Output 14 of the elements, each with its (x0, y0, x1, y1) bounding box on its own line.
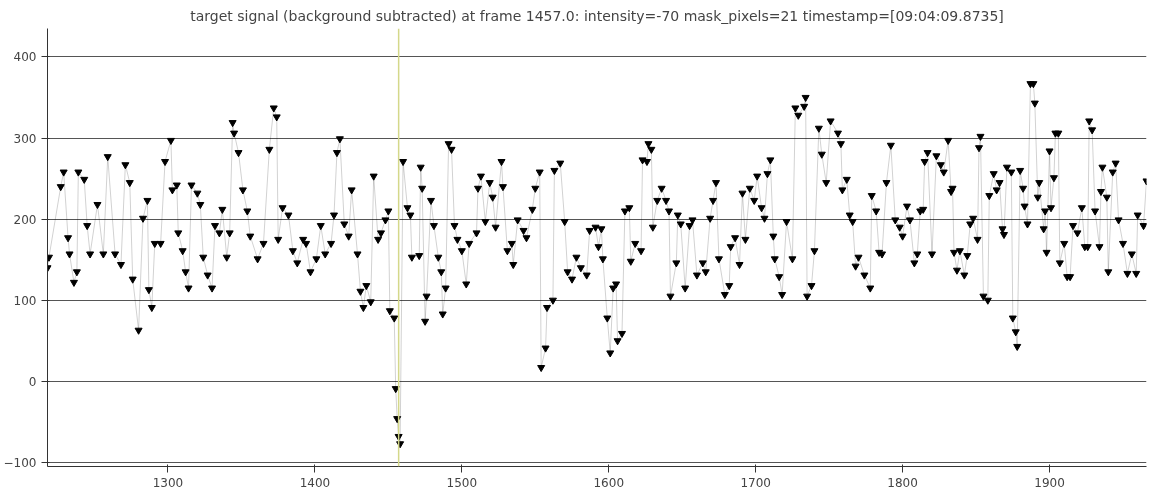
x-tick-label: 1400 (299, 475, 331, 490)
y-tick-label: 100 (13, 293, 37, 308)
chart-title: target signal (background subtracted) at frame 1457.0: intensity=-70 mask_pixels=21 timestamp=[09:04:09.8735] (190, 7, 1004, 24)
x-tick-label: 1900 (1034, 475, 1065, 490)
x-tick-label: 1300 (152, 475, 184, 490)
x-tick-label: 1600 (593, 475, 625, 490)
x-tick-label: 1700 (740, 475, 771, 490)
x-tick-label: 1500 (446, 475, 478, 490)
y-tick-label: 400 (13, 50, 37, 65)
y-tick-label: 0 (28, 374, 37, 389)
y-tick-label: 300 (13, 131, 37, 146)
y-tick-label: 200 (13, 212, 37, 227)
x-tick-label: 1800 (887, 475, 918, 490)
y-tick-label: −100 (3, 455, 37, 470)
